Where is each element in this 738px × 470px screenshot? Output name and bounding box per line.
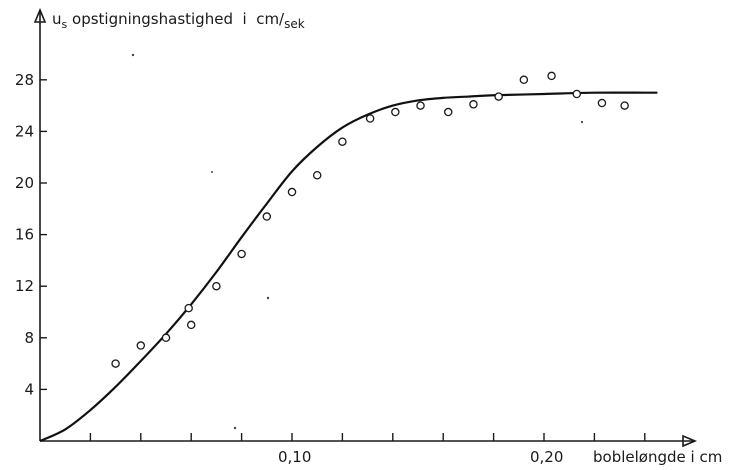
data-point <box>186 320 196 330</box>
y-tick-labels: 4 8 12 16 20 24 28 <box>15 71 34 399</box>
data-point <box>494 92 503 101</box>
data-point <box>572 89 582 99</box>
data-point <box>287 187 297 197</box>
data-point <box>597 98 607 108</box>
data-point <box>161 333 171 343</box>
data-point <box>184 303 193 313</box>
data-point <box>469 100 478 109</box>
y-tick-label: 8 <box>24 329 34 347</box>
speck <box>211 171 213 173</box>
axes <box>33 7 698 448</box>
data-point <box>391 107 400 117</box>
x-tick-labels: 0,10 0,20 <box>278 448 563 466</box>
data-point <box>416 101 425 110</box>
data-point <box>620 101 629 110</box>
speck <box>580 120 584 124</box>
fitted-curve <box>39 91 658 443</box>
x-tick-label: 0,20 <box>530 448 563 466</box>
y-tick-label: 24 <box>15 122 34 140</box>
data-point <box>237 249 246 259</box>
data-points <box>111 71 629 368</box>
data-point <box>338 137 347 146</box>
speck <box>233 426 237 430</box>
data-point <box>212 281 221 291</box>
data-point <box>443 107 453 117</box>
data-point <box>519 75 529 85</box>
y-tick-label: 16 <box>15 226 34 244</box>
speck <box>266 296 270 300</box>
speck <box>131 53 135 57</box>
data-point <box>136 341 146 350</box>
data-point <box>111 359 120 368</box>
data-point <box>312 171 322 180</box>
x-ticks <box>89 433 646 441</box>
data-point <box>365 114 375 123</box>
x-axis-label: bobleløngde i cm <box>593 448 722 466</box>
y-tick-label: 20 <box>15 174 34 192</box>
x-axis-arrow <box>682 434 698 448</box>
y-ticks <box>40 79 47 391</box>
y-tick-label: 28 <box>15 71 34 89</box>
data-point <box>547 71 556 81</box>
y-axis-arrow <box>33 7 47 23</box>
x-tick-label: 0,10 <box>278 448 311 466</box>
y-tick-label: 12 <box>15 277 34 295</box>
y-tick-label: 4 <box>24 380 34 398</box>
y-axis-label: us opstigningshastighed i cm/sek <box>52 10 305 31</box>
data-point <box>262 212 272 221</box>
